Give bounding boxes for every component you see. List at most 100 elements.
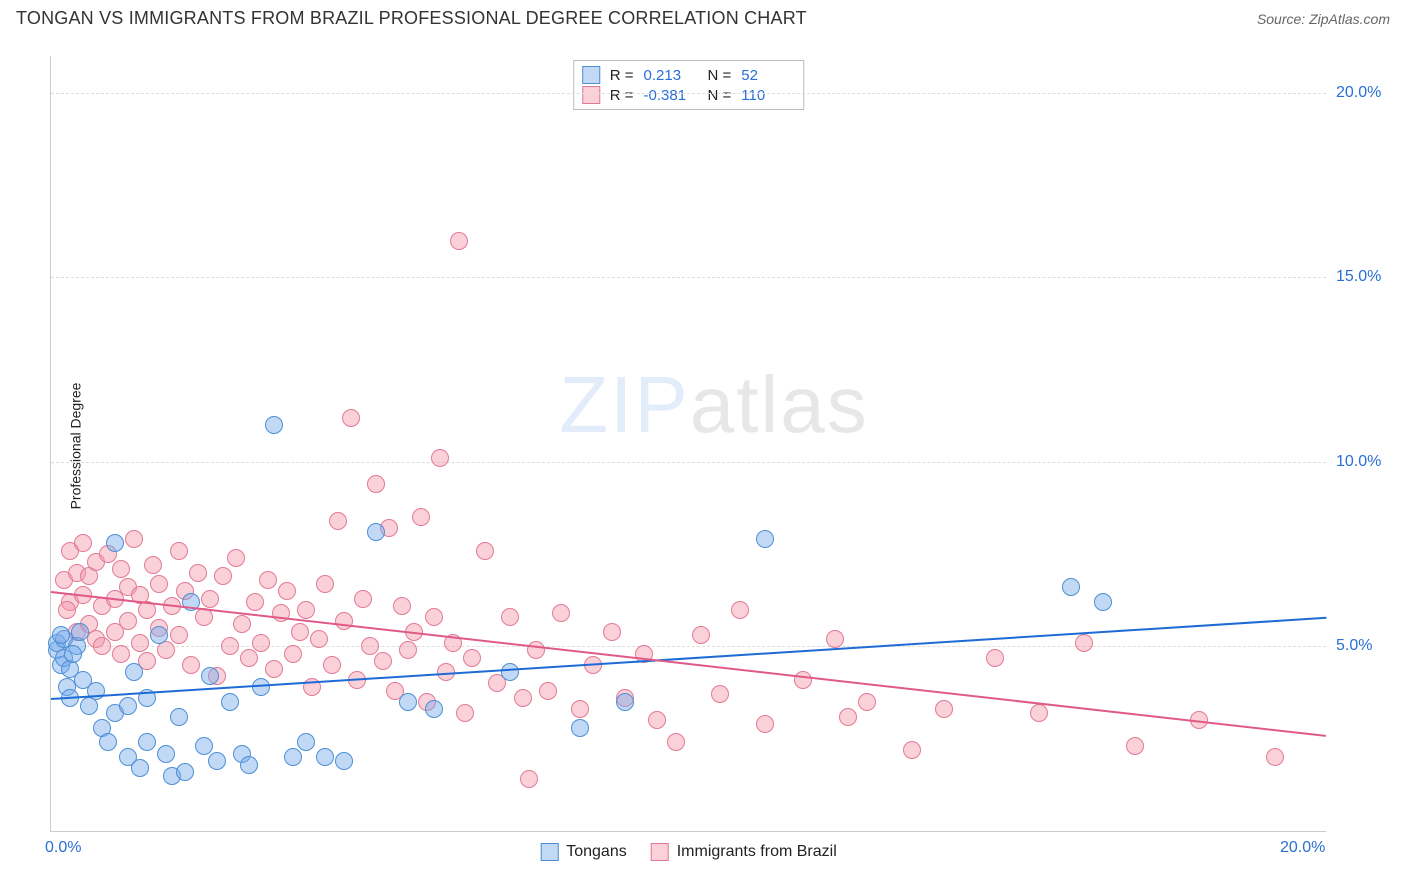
scatter-point <box>616 693 634 711</box>
scatter-point <box>119 697 137 715</box>
scatter-point <box>514 689 532 707</box>
scatter-point <box>74 534 92 552</box>
scatter-point <box>125 663 143 681</box>
scatter-point <box>756 530 774 548</box>
scatter-point <box>1062 578 1080 596</box>
scatter-point <box>214 567 232 585</box>
scatter-point <box>170 708 188 726</box>
scatter-point <box>393 597 411 615</box>
scatter-point <box>316 575 334 593</box>
scatter-point <box>131 759 149 777</box>
scatter-point <box>112 560 130 578</box>
scatter-point <box>246 593 264 611</box>
gridline <box>51 646 1326 647</box>
y-tick-label: 20.0% <box>1336 84 1396 102</box>
scatter-point <box>501 608 519 626</box>
r-label: R = <box>610 67 634 84</box>
gridline <box>51 462 1326 463</box>
scatter-point <box>794 671 812 689</box>
scatter-point <box>176 763 194 781</box>
scatter-point <box>425 700 443 718</box>
scatter-point <box>374 652 392 670</box>
scatter-point <box>259 571 277 589</box>
scatter-point <box>170 626 188 644</box>
scatter-point <box>711 685 729 703</box>
scatter-point <box>265 416 283 434</box>
scatter-point <box>450 232 468 250</box>
stats-row-1: R = -0.381 N = 110 <box>582 85 796 105</box>
scatter-point <box>520 770 538 788</box>
scatter-point <box>112 645 130 663</box>
scatter-point <box>170 542 188 560</box>
scatter-point <box>667 733 685 751</box>
scatter-point <box>201 590 219 608</box>
n-value-0: 52 <box>741 67 795 84</box>
scatter-point <box>399 641 417 659</box>
bottom-legend: Tongans Immigrants from Brazil <box>540 843 837 861</box>
scatter-point <box>839 708 857 726</box>
scatter-point <box>58 601 76 619</box>
plot-area: ZIPatlas R = 0.213 N = 52 R = -0.381 N =… <box>50 56 1326 832</box>
y-tick-label: 10.0% <box>1336 453 1396 471</box>
scatter-point <box>731 601 749 619</box>
scatter-point <box>1030 704 1048 722</box>
scatter-point <box>692 626 710 644</box>
scatter-point <box>756 715 774 733</box>
scatter-point <box>858 693 876 711</box>
y-tick-label: 15.0% <box>1336 268 1396 286</box>
scatter-point <box>986 649 1004 667</box>
scatter-point <box>195 737 213 755</box>
scatter-point <box>367 475 385 493</box>
scatter-point <box>208 752 226 770</box>
scatter-point <box>648 711 666 729</box>
scatter-point <box>425 608 443 626</box>
scatter-point <box>138 733 156 751</box>
scatter-point <box>539 682 557 700</box>
scatter-point <box>335 612 353 630</box>
chart-title: TONGAN VS IMMIGRANTS FROM BRAZIL PROFESS… <box>16 8 807 29</box>
chart-area: ZIPatlas R = 0.213 N = 52 R = -0.381 N =… <box>50 56 1326 832</box>
scatter-point <box>323 656 341 674</box>
watermark-zip: ZIP <box>559 360 689 449</box>
legend-swatch-0 <box>540 843 558 861</box>
swatch-series-0 <box>582 66 600 84</box>
swatch-series-1 <box>582 86 600 104</box>
scatter-point <box>603 623 621 641</box>
scatter-point <box>476 542 494 560</box>
scatter-point <box>131 634 149 652</box>
scatter-point <box>189 564 207 582</box>
watermark-atlas: atlas <box>690 360 869 449</box>
scatter-point <box>221 637 239 655</box>
scatter-point <box>571 700 589 718</box>
scatter-point <box>64 645 82 663</box>
scatter-point <box>316 748 334 766</box>
scatter-point <box>278 582 296 600</box>
scatter-point <box>552 604 570 622</box>
scatter-point <box>354 590 372 608</box>
scatter-point <box>1094 593 1112 611</box>
scatter-point <box>367 523 385 541</box>
n-label: N = <box>708 87 732 104</box>
r-value-1: -0.381 <box>644 87 698 104</box>
scatter-point <box>903 741 921 759</box>
scatter-point <box>1075 634 1093 652</box>
legend-swatch-1 <box>651 843 669 861</box>
legend-label-0: Tongans <box>566 843 627 861</box>
r-label: R = <box>610 87 634 104</box>
source-label: Source: ZipAtlas.com <box>1257 11 1390 27</box>
scatter-point <box>329 512 347 530</box>
scatter-point <box>125 530 143 548</box>
scatter-point <box>99 733 117 751</box>
scatter-point <box>297 601 315 619</box>
stats-row-0: R = 0.213 N = 52 <box>582 65 796 85</box>
scatter-point <box>233 615 251 633</box>
legend-label-1: Immigrants from Brazil <box>677 843 837 861</box>
scatter-point <box>252 634 270 652</box>
scatter-point <box>1126 737 1144 755</box>
scatter-point <box>297 733 315 751</box>
scatter-point <box>571 719 589 737</box>
scatter-point <box>456 704 474 722</box>
scatter-point <box>240 649 258 667</box>
scatter-point <box>501 663 519 681</box>
gridline <box>51 277 1326 278</box>
